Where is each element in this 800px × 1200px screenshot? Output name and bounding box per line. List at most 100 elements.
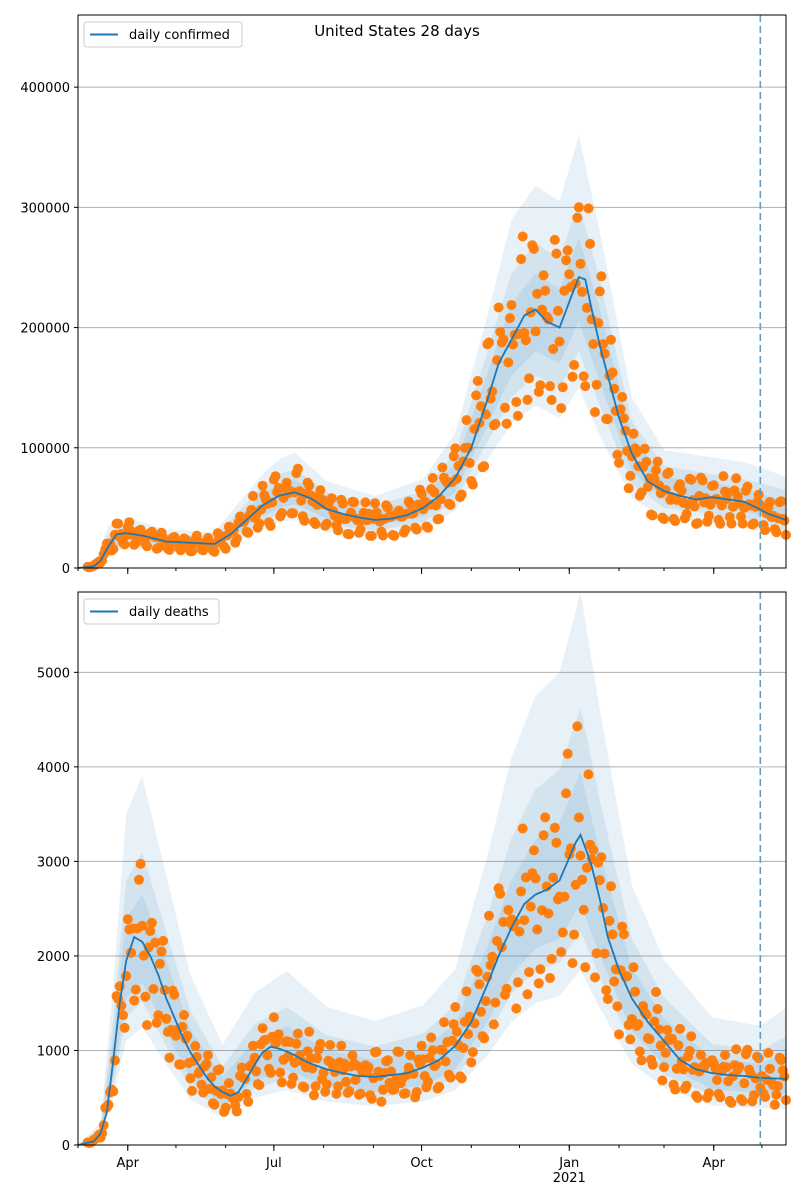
observed-point xyxy=(464,458,475,468)
model-line xyxy=(77,275,787,569)
observed-point xyxy=(545,973,555,983)
observed-point xyxy=(231,1106,242,1117)
observed-point xyxy=(148,984,159,994)
observed-point xyxy=(686,1031,697,1042)
x-tick-label: Jul xyxy=(265,1156,282,1171)
observed-point xyxy=(742,481,753,492)
model-line xyxy=(77,832,786,1146)
observed-point xyxy=(567,958,578,969)
observed-point xyxy=(525,901,536,912)
observed-point xyxy=(479,461,490,472)
observed-point xyxy=(562,245,573,256)
observed-point xyxy=(119,539,130,550)
observed-point xyxy=(450,443,461,454)
observed-point xyxy=(628,962,639,973)
observed-point xyxy=(161,1013,172,1024)
observed-point xyxy=(267,497,278,508)
observed-point xyxy=(185,1073,196,1084)
observed-point xyxy=(503,357,514,368)
observed-point xyxy=(630,986,641,997)
observed-point xyxy=(488,1019,499,1030)
observed-point xyxy=(607,929,618,940)
observed-point xyxy=(540,285,551,296)
observed-point xyxy=(769,1099,780,1110)
observed-point xyxy=(628,428,639,439)
observed-point xyxy=(151,1017,162,1028)
observed-point xyxy=(138,950,149,961)
observed-point xyxy=(480,996,491,1007)
observed-point xyxy=(556,403,567,414)
observed-point xyxy=(578,371,589,382)
observed-point xyxy=(607,367,618,378)
observed-point xyxy=(569,360,580,370)
observed-point xyxy=(187,546,197,557)
observed-point xyxy=(490,418,501,429)
observed-point xyxy=(697,475,708,486)
observed-point xyxy=(304,1026,315,1037)
observed-point xyxy=(551,837,562,848)
observed-point xyxy=(557,382,568,393)
observed-point xyxy=(363,1062,374,1073)
observed-point xyxy=(572,212,583,223)
observed-point xyxy=(341,1076,352,1087)
observed-point xyxy=(573,812,584,823)
observed-point xyxy=(243,1096,254,1107)
legend-box xyxy=(83,21,243,48)
observed-point xyxy=(596,271,607,282)
observed-point xyxy=(703,510,714,521)
observed-point xyxy=(389,1084,400,1095)
observed-point xyxy=(416,488,427,499)
observed-point xyxy=(612,449,623,460)
observed-point xyxy=(549,234,560,245)
observed-point xyxy=(726,1097,737,1108)
observed-point xyxy=(578,904,589,915)
observed-point xyxy=(270,471,281,482)
observed-point xyxy=(179,1010,189,1020)
observed-point xyxy=(561,255,572,266)
observed-point xyxy=(588,845,599,855)
observed-point xyxy=(604,915,615,926)
observed-point xyxy=(456,489,467,500)
observed-point xyxy=(223,1078,234,1089)
observed-point xyxy=(516,886,527,897)
observed-point xyxy=(695,1050,706,1060)
y-tick-label: 2000 xyxy=(37,950,70,965)
legend-label: daily confirmed xyxy=(129,28,230,43)
observed-point xyxy=(275,1067,286,1078)
observed-point xyxy=(596,852,607,863)
observed-point xyxy=(538,830,549,841)
observed-point xyxy=(349,497,360,508)
observed-point xyxy=(281,477,292,488)
confirmed-panel: 0 100000 200000 300000 400000 daily confirmed xyxy=(20,14,791,577)
observed-point xyxy=(742,1044,753,1055)
observed-point xyxy=(467,1047,478,1058)
observed-point xyxy=(522,394,533,405)
observed-point xyxy=(562,748,573,759)
observed-point xyxy=(631,447,642,458)
observed-point xyxy=(652,1004,663,1014)
observed-point xyxy=(543,908,554,919)
observed-point xyxy=(113,518,124,529)
y-tick-label: 1000 xyxy=(37,1044,70,1059)
observed-point xyxy=(474,979,485,990)
observed-point xyxy=(726,518,737,529)
observed-point xyxy=(522,989,533,1000)
observed-point xyxy=(580,381,591,392)
observed-point xyxy=(663,467,674,478)
observed-point xyxy=(519,915,530,926)
observed-point xyxy=(318,1067,329,1078)
observed-point xyxy=(681,509,692,519)
observed-point xyxy=(434,1081,445,1092)
observed-point xyxy=(466,1057,477,1068)
y-tick-label: 4000 xyxy=(37,761,70,776)
observed-point xyxy=(537,304,547,315)
observed-point xyxy=(366,1093,377,1104)
observed-point xyxy=(675,1023,685,1034)
observed-point xyxy=(623,483,634,494)
observed-point xyxy=(512,410,523,421)
observed-point xyxy=(119,1022,130,1033)
observed-point xyxy=(548,344,559,354)
observed-point xyxy=(590,972,600,983)
observed-point xyxy=(614,1029,624,1040)
